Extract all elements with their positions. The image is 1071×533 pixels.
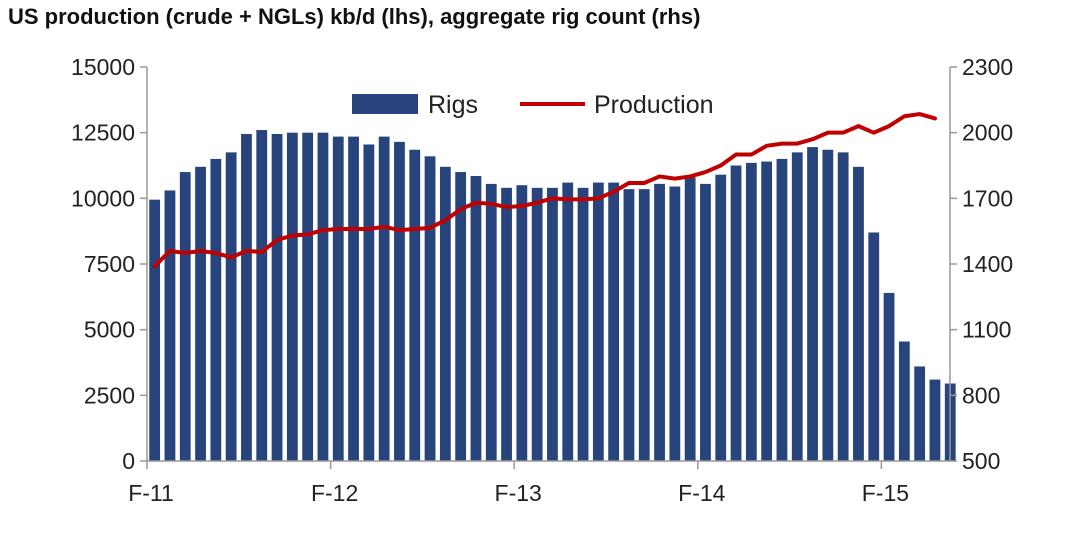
right-tick-label: 1400 [962,251,1013,277]
rigs-bar [455,172,467,461]
right-tick-label: 2300 [962,54,1013,80]
left-tick-label: 5000 [84,317,135,343]
production-line-layer [152,112,937,269]
rigs-bar [883,292,895,461]
rigs-bar [470,176,482,461]
rigs-bar [409,149,421,462]
right-tick-label: 500 [962,448,1000,474]
rigs-bar [898,341,910,461]
left-tick-label: 15000 [71,54,135,80]
rigs-bar [363,144,375,462]
rigs-bar [164,190,176,461]
rigs-bar [654,183,665,461]
rigs-bar [348,136,359,462]
right-tick-label: 2000 [962,120,1013,146]
left-tick-label: 7500 [84,251,135,277]
rigs-bar [241,133,252,462]
rigs-bar [868,232,880,461]
rigs-bar [914,366,926,461]
rigs-bar [302,132,314,462]
rigs-bar [623,189,635,461]
rigs-bar [439,166,451,461]
legend-production-label: Production [594,91,714,119]
legend-rigs-label: Rigs [428,91,478,119]
rigs-bar [210,158,222,461]
left-tick-label: 10000 [71,185,135,211]
rigs-bar [317,132,329,462]
rigs-bar [271,133,283,462]
rigs-bar [179,172,191,461]
rigs-bar [332,136,344,462]
production-line [152,112,937,269]
left-tick-label: 0 [122,448,135,474]
rigs-bar [562,182,574,461]
x-tick-label: F-15 [862,480,909,506]
rigs-bar [745,162,757,461]
rigs-bar [669,186,681,461]
rigs-bar [837,152,849,461]
rigs-bar [378,136,390,462]
rigs-bars [149,130,956,462]
chart-title: US production (crude + NGLs) kb/d (lhs),… [8,4,701,29]
rigs-bar [286,132,298,462]
rigs-bar [485,183,497,461]
rigs-bar [776,158,788,461]
rigs-bar [225,152,237,461]
rigs-bar [700,183,711,461]
rigs-bar [853,166,864,461]
rigs-bar [394,141,405,462]
rigs-bar [822,149,834,462]
right-tick-label: 1100 [962,317,1011,343]
x-tick-label: F-14 [678,480,726,506]
rigs-bar [807,147,818,462]
rigs-bar [791,152,803,461]
right-tick-label: 800 [962,382,1000,408]
x-tick-label: F-12 [311,480,358,506]
rigs-bar [195,166,206,461]
axes: 0 2500 5000 7500 10000 12500 15000 500 800 1100 14… [71,54,1013,506]
rigs-bar [424,156,436,461]
rigs-bar [761,161,773,461]
legend: Rigs Production [352,91,714,119]
rigs-bar [730,165,742,461]
legend-rigs-swatch [352,94,418,114]
rigs-bar [638,189,650,461]
rigs-bar [684,177,696,461]
rigs-bar [149,199,161,461]
rigs-bar [531,187,543,461]
rigs-bar [608,182,620,461]
rigs-bar [256,130,268,462]
x-tick-label: F-11 [128,480,174,506]
rigs-bar [929,379,941,461]
rigs-bar [592,182,604,461]
rigs-bar [577,187,589,461]
left-tick-label: 2500 [84,382,135,408]
left-tick-label: 12500 [71,120,135,146]
rigs-bar [715,174,727,461]
rigs-bar [516,185,528,461]
x-tick-label: F-13 [495,480,542,506]
right-tick-label: 1700 [962,185,1013,211]
rigs-bar [547,187,558,461]
rigs-bar [501,187,512,461]
